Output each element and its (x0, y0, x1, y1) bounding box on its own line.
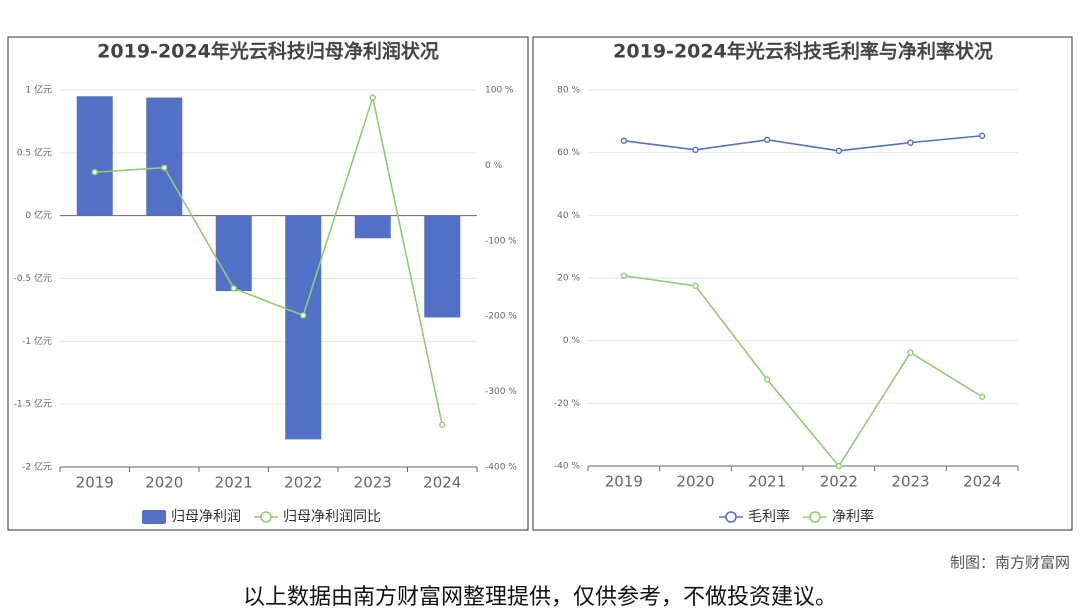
point (907, 139, 914, 146)
y2-tick-label: -400 % (485, 463, 517, 473)
point (907, 349, 914, 356)
x-tick-label: 2021 (215, 474, 253, 492)
panel-border (7, 36, 529, 531)
y-tick-label: 0.5 亿元 (17, 146, 52, 158)
panel-border (532, 36, 1073, 531)
legend-label: 归母净利润同比 (283, 508, 381, 525)
point (692, 282, 699, 290)
line (94, 94, 444, 425)
y-tick-label: -2 亿元 (22, 461, 52, 473)
point (978, 393, 986, 400)
y-tick-label: -1.5 亿元 (14, 398, 52, 410)
legend-swatch (142, 510, 166, 524)
bar (215, 215, 252, 292)
x-tick-label: 2023 (891, 473, 929, 491)
point (620, 137, 628, 144)
y2-tick-label: 0 % (485, 161, 503, 171)
y-tick-label: 60 % (557, 148, 580, 158)
point (369, 94, 376, 101)
x-tick-label: 2023 (354, 474, 392, 492)
chart-title: 2019-2024年光云科技归母净利润状况 (97, 40, 439, 63)
x-tick-label: 2019 (76, 474, 114, 492)
line (623, 275, 983, 468)
y-tick-label: 20 % (557, 274, 580, 284)
legend-label: 净利率 (832, 508, 874, 525)
bar (285, 215, 322, 440)
y-tick-label: 40 % (557, 211, 580, 221)
legend-label: 归母净利润 (171, 508, 241, 525)
point (835, 462, 843, 470)
chart-title: 2019-2024年光云科技毛利率与净利率状况 (613, 40, 993, 63)
y-tick-label: -1 亿元 (22, 335, 52, 347)
y-tick-label: -40 % (554, 462, 581, 472)
x-tick-label: 2022 (284, 474, 322, 492)
bar (76, 96, 113, 216)
point (763, 376, 771, 383)
point (692, 146, 699, 154)
point (91, 168, 98, 176)
x-tick-label: 2021 (748, 473, 786, 491)
y-tick-label: -0.5 亿元 (14, 272, 52, 284)
point (835, 147, 843, 154)
y-tick-label: 80 % (557, 86, 580, 96)
bar (424, 215, 461, 318)
legend-swatch (260, 511, 272, 523)
legend-swatch (809, 511, 821, 523)
x-tick-label: 2020 (145, 474, 183, 492)
x-tick-label: 2024 (423, 474, 461, 492)
point (620, 272, 628, 280)
credit: 制图：南方财富网 (950, 554, 1070, 572)
point (439, 421, 446, 428)
disclaimer: 以上数据由南方财富网整理提供，仅供参考，不做投资建议。 (243, 585, 837, 610)
y2-tick-label: -100 % (485, 236, 517, 246)
point (978, 132, 986, 139)
y-tick-label: -20 % (554, 399, 581, 409)
bar (354, 215, 391, 239)
legend-swatch (725, 511, 737, 523)
point (161, 164, 168, 171)
x-tick-label: 2020 (676, 473, 714, 491)
legend-label: 毛利率 (748, 508, 790, 525)
y-tick-label: 0 亿元 (25, 209, 52, 221)
x-tick-label: 2019 (605, 473, 643, 491)
point (763, 136, 771, 144)
point (300, 312, 307, 319)
y2-tick-label: -200 % (485, 312, 517, 322)
y-tick-label: 1 亿元 (25, 84, 52, 96)
x-tick-label: 2024 (963, 473, 1001, 491)
y2-tick-label: -300 % (485, 387, 517, 397)
x-tick-label: 2022 (820, 473, 858, 491)
bar (146, 97, 183, 216)
y2-tick-label: 100 % (485, 86, 514, 96)
y-tick-label: 0 % (563, 336, 581, 346)
line (623, 134, 983, 152)
point (230, 285, 237, 292)
